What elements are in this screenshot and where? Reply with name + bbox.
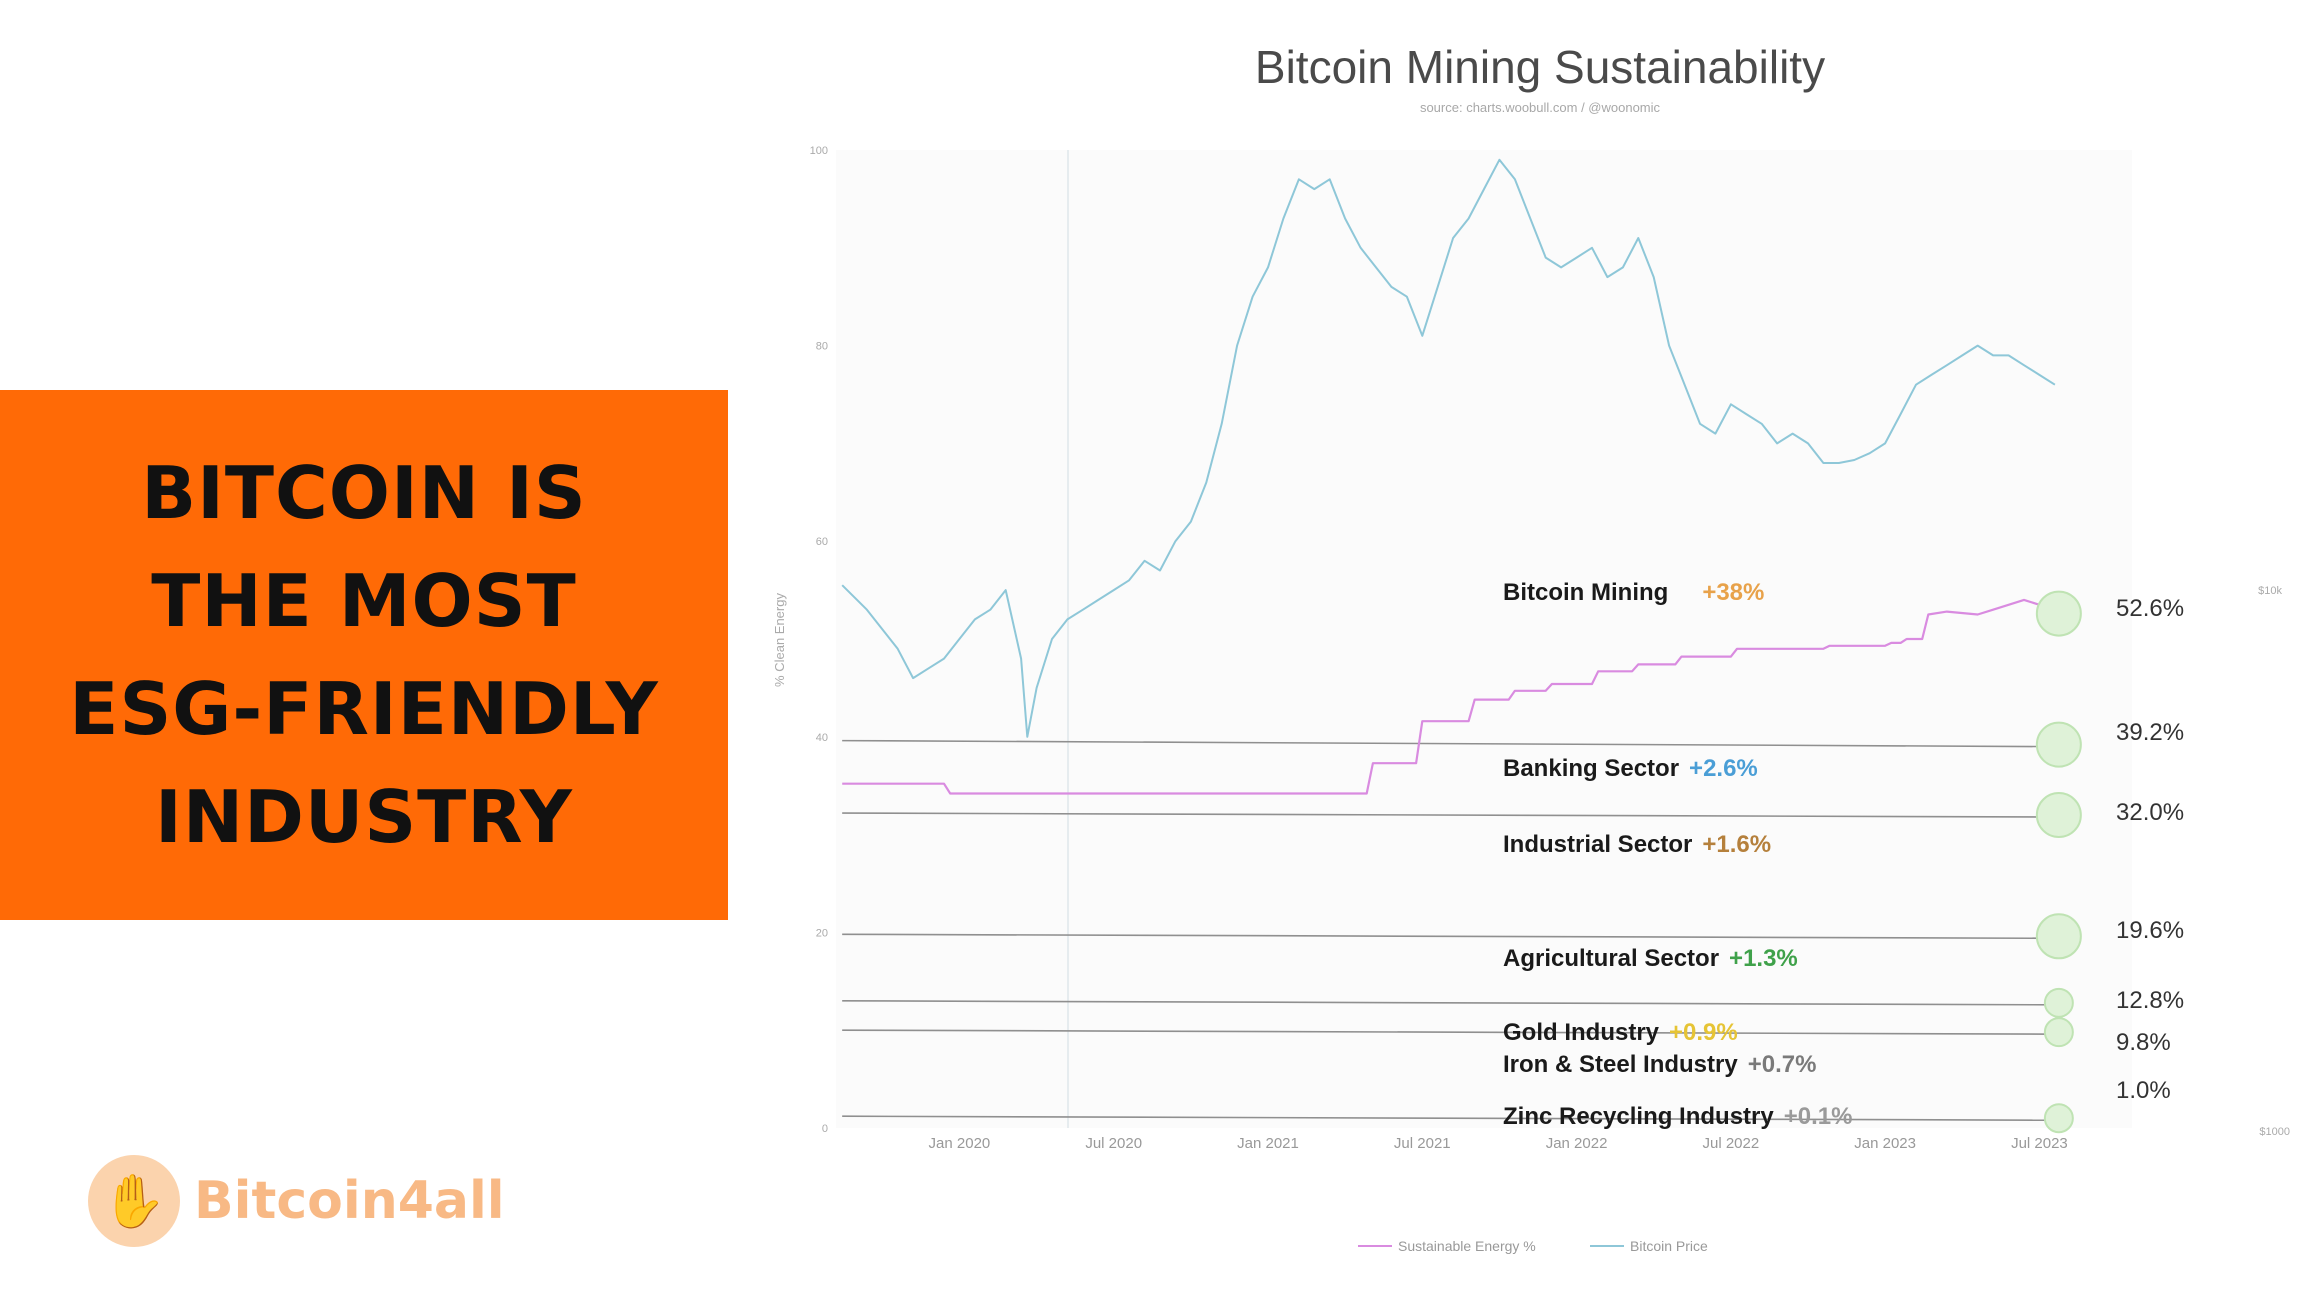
- y-tick-label: 0: [822, 1123, 828, 1135]
- headline-box: BITCOIN IS THE MOST ESG-FRIENDLY INDUSTR…: [0, 390, 728, 920]
- chart-subtitle: source: charts.woobull.com / @woonomic: [1419, 100, 1661, 115]
- y-tick-label: 40: [816, 732, 828, 744]
- industry-name: Industrial Sector: [1503, 831, 1692, 858]
- industry-name: Gold Industry: [1503, 1019, 1660, 1046]
- industry-label: Zinc Recycling Industry +0.1%: [1503, 1103, 1852, 1130]
- reference-line: [842, 1000, 2055, 1006]
- y-tick-label: 100: [810, 145, 828, 157]
- value-marker: [2035, 913, 2082, 960]
- chart-title: Bitcoin Mining Sustainability: [1254, 41, 1826, 93]
- brand-name: Bitcoin4all: [194, 1171, 505, 1231]
- x-tick-label: Jul 2023: [2011, 1135, 2068, 1152]
- industry-change: +1.6%: [1702, 831, 1771, 858]
- headline-line-1: BITCOIN IS: [141, 451, 587, 535]
- value-marker: [2043, 1017, 2074, 1048]
- value-marker: [2043, 1103, 2074, 1134]
- plot-background: [836, 150, 2132, 1128]
- right-tick-label: $10k: [2258, 585, 2282, 597]
- sustainable-energy-line: [842, 598, 2056, 795]
- value-marker: [2035, 590, 2082, 637]
- x-tick-label: Jul 2020: [1085, 1135, 1142, 1152]
- legend-label: Bitcoin Price: [1630, 1238, 1708, 1254]
- industry-label: Bitcoin Mining +38%: [1503, 579, 1764, 606]
- bitcoin-price-line: [841, 158, 2056, 738]
- brand-logo: ✋ Bitcoin4all: [88, 1155, 505, 1247]
- industry-name: Banking Sector: [1503, 755, 1679, 782]
- reference-line: [842, 739, 2055, 748]
- reference-line: [842, 1115, 2055, 1122]
- value-marker: [2035, 721, 2082, 768]
- headline-line-4: INDUSTRY: [155, 775, 573, 859]
- right-tick-label: $1000: [2259, 1126, 2290, 1138]
- value-label: 9.8%: [2116, 1029, 2171, 1056]
- value-label: 52.6%: [2116, 595, 2184, 622]
- reference-line: [842, 812, 2055, 818]
- reference-line: [842, 933, 2055, 940]
- y-tick-label: 60: [816, 536, 828, 548]
- industry-label: Iron & Steel Industry +0.7%: [1503, 1051, 1816, 1078]
- industry-name: Iron & Steel Industry: [1503, 1051, 1738, 1078]
- industry-name: Zinc Recycling Industry: [1503, 1103, 1774, 1130]
- industry-label: Banking Sector +2.6%: [1503, 755, 1758, 782]
- headline-line-3: ESG-FRIENDLY: [69, 667, 659, 751]
- x-tick-label: Jul 2022: [1702, 1135, 1759, 1152]
- industry-change: +0.9%: [1669, 1019, 1738, 1046]
- x-tick-label: Jan 2023: [1854, 1135, 1916, 1152]
- industry-change: +2.6%: [1689, 755, 1758, 782]
- value-label: 12.8%: [2116, 987, 2184, 1014]
- industry-change: +1.3%: [1729, 945, 1798, 972]
- reference-line: [842, 1029, 2055, 1035]
- industry-change: +0.7%: [1748, 1051, 1817, 1078]
- hands-icon: ✋: [88, 1155, 180, 1247]
- y-axis-label: % Clean Energy: [772, 593, 787, 687]
- value-marker: [2035, 792, 2082, 839]
- legend-label: Sustainable Energy %: [1398, 1238, 1536, 1254]
- x-tick-label: Jul 2021: [1394, 1135, 1451, 1152]
- y-tick-label: 80: [816, 341, 828, 353]
- x-tick-label: Jan 2021: [1237, 1135, 1299, 1152]
- x-tick-label: Jan 2020: [929, 1135, 991, 1152]
- y-tick-label: 20: [816, 927, 828, 939]
- value-label: 39.2%: [2116, 719, 2184, 746]
- value-marker: [2043, 987, 2074, 1018]
- headline-line-2: THE MOST: [151, 559, 577, 643]
- industry-change: +0.1%: [1784, 1103, 1853, 1130]
- headline: BITCOIN IS THE MOST ESG-FRIENDLY INDUSTR…: [69, 439, 658, 871]
- industry-label: Agricultural Sector +1.3%: [1503, 945, 1798, 972]
- industry-change: +38%: [1702, 579, 1764, 606]
- value-label: 1.0%: [2116, 1077, 2171, 1104]
- x-tick-label: Jan 2022: [1546, 1135, 1608, 1152]
- value-label: 19.6%: [2116, 917, 2184, 944]
- industry-name: Bitcoin Mining: [1503, 579, 1668, 606]
- value-label: 32.0%: [2116, 799, 2184, 826]
- industry-name: Agricultural Sector: [1503, 945, 1719, 972]
- industry-label: Gold Industry +0.9%: [1503, 1019, 1738, 1046]
- industry-label: Industrial Sector +1.6%: [1503, 831, 1771, 858]
